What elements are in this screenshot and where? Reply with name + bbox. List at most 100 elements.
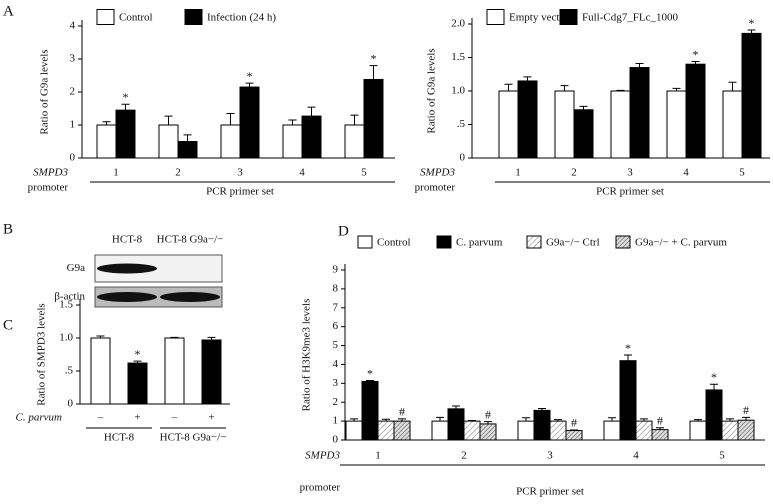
error-bar [133, 360, 142, 364]
error-bar [672, 87, 681, 91]
significance-label: # [399, 405, 405, 419]
legend-swatch [559, 9, 578, 25]
x-tick-label: 2 [175, 167, 181, 179]
bar [721, 420, 739, 441]
error-bar [624, 354, 632, 361]
error-bar [504, 83, 513, 91]
error-bar [170, 336, 179, 338]
y-axis-label: Ratio of SMPD3 levels [36, 303, 48, 405]
error-bar [226, 112, 235, 125]
error-bar [742, 416, 750, 421]
bar [363, 78, 384, 159]
legend-swatch [357, 235, 373, 249]
blot-band [97, 263, 157, 274]
bar [177, 141, 198, 159]
bar [629, 67, 650, 159]
y-tick-label: 1.5 [59, 299, 73, 311]
lane-label: HCT-8 G9a−/− [157, 234, 224, 246]
y-tick-label: 0 [333, 434, 339, 446]
x-tick-label: 2 [571, 167, 577, 179]
error-bar [694, 419, 702, 422]
bar [554, 90, 575, 159]
y-tick-label: 4 [333, 358, 339, 370]
error-bar [468, 420, 476, 422]
panel-label: D [338, 223, 349, 239]
bar [115, 109, 136, 159]
x-tick-label: 1 [113, 167, 119, 179]
bar [164, 337, 185, 405]
x-axis-label: PCR primer set [516, 486, 584, 498]
error-bar [164, 115, 173, 125]
error-bar [207, 336, 216, 340]
y-tick-label: 0 [68, 398, 74, 410]
error-bar [245, 82, 254, 88]
row-label: promoter [300, 482, 341, 494]
lane-label: HCT-8 [112, 234, 143, 246]
x-tick-label: 3 [547, 450, 553, 462]
y-tick-label: 1.5 [451, 51, 465, 63]
x-tick-label: 4 [299, 167, 305, 179]
blot-band [97, 292, 157, 302]
bar [533, 409, 551, 441]
y-tick-label: 0 [460, 152, 466, 164]
significance-label: * [749, 16, 755, 30]
error-bar [382, 418, 390, 422]
significance-label: * [123, 90, 129, 104]
bar [158, 124, 179, 159]
error-bar [350, 114, 359, 125]
bar [393, 420, 411, 441]
blot-strip [94, 286, 223, 308]
bar [431, 420, 449, 441]
bar [201, 339, 222, 405]
significance-label: * [247, 69, 253, 83]
error-bar [523, 76, 532, 81]
error-bar [307, 106, 316, 117]
legend-swatch [184, 9, 203, 25]
bar [498, 90, 519, 159]
x-tick-label: 3 [237, 167, 243, 179]
row-label: SMPD3 [33, 167, 68, 179]
significance-label: # [485, 407, 491, 421]
bar [96, 124, 117, 159]
x-axis-label: PCR primer set [596, 186, 664, 198]
legend-swatch [526, 235, 542, 249]
bar [447, 408, 465, 441]
row-label: SMPD3 [420, 167, 455, 179]
row-label: C. parvum [16, 412, 63, 424]
error-bar [608, 417, 616, 422]
error-bar [656, 427, 664, 430]
y-tick-label: 5 [333, 339, 339, 351]
bar [344, 124, 365, 159]
error-bar [121, 103, 130, 111]
x-tick-label: 5 [739, 167, 745, 179]
row-label: promoter [415, 182, 456, 194]
bar [635, 420, 653, 441]
y-axis-label: Ratio of H3K9me3 levels [301, 299, 313, 412]
significance-label: * [625, 341, 631, 355]
bar [737, 419, 755, 441]
error-bar [183, 134, 192, 142]
bar [666, 90, 687, 159]
error-bar [522, 417, 530, 422]
bar [573, 109, 594, 159]
error-bar [484, 421, 492, 424]
legend-label: G9a−/− Ctrl [546, 237, 600, 249]
x-tick-label: 4 [633, 450, 639, 462]
error-bar [366, 380, 374, 382]
significance-label: * [367, 366, 373, 380]
legend-swatch [96, 9, 115, 25]
error-bar [96, 335, 105, 338]
bar [282, 124, 303, 159]
y-tick-label: 7 [333, 301, 339, 313]
x-tick-label: 5 [719, 450, 725, 462]
y-tick-label: 1.0 [451, 85, 465, 97]
error-bar [560, 85, 569, 91]
significance-label: # [571, 416, 577, 430]
legend-swatch [615, 235, 631, 249]
x-tick-label: – [171, 412, 178, 424]
y-tick-label: .5 [457, 118, 466, 130]
legend-swatch [486, 9, 505, 25]
bar [90, 337, 111, 405]
x-tick-label: + [134, 412, 140, 424]
blot-band [160, 292, 220, 302]
